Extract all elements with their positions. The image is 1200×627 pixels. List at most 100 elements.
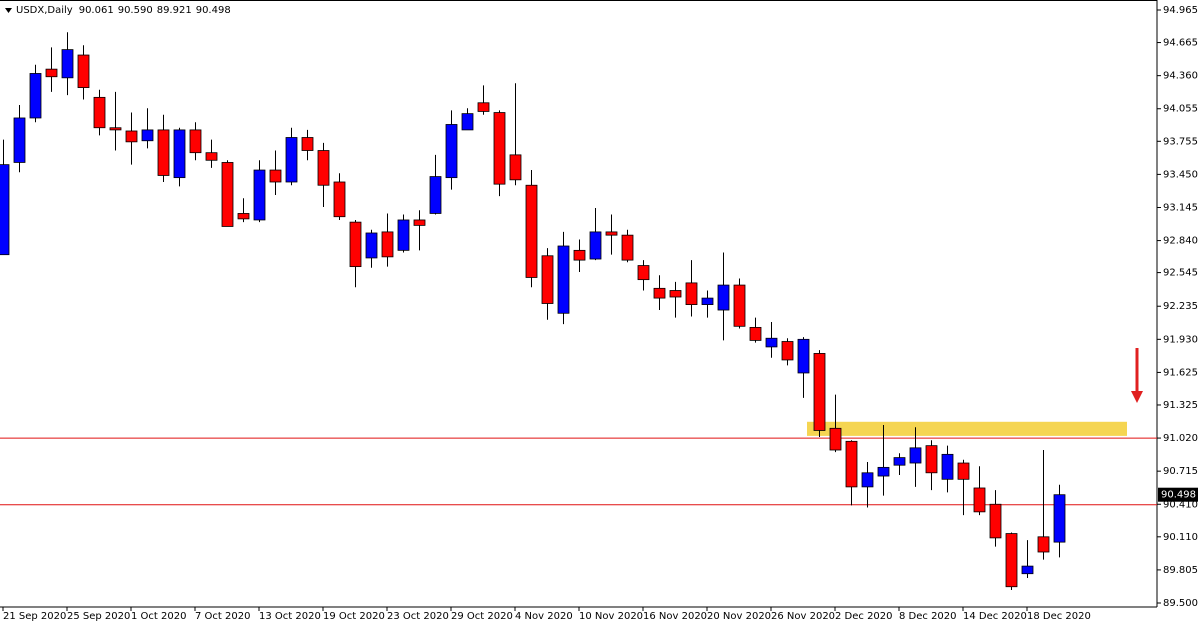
candle-body — [781, 341, 794, 361]
x-tick-label: 26 Nov 2020 — [771, 611, 835, 622]
down-arrow — [1131, 348, 1143, 403]
y-tick-label: 90.110 — [1163, 532, 1198, 543]
x-tick-label: 21 Sep 2020 — [3, 611, 66, 622]
y-tick-label: 94.055 — [1163, 104, 1198, 115]
candle-body — [653, 287, 666, 299]
candle-body — [1037, 536, 1050, 553]
quote-low: 89.921 — [157, 5, 192, 16]
candle-body — [973, 487, 986, 513]
candle-body — [125, 130, 138, 143]
candle-body — [765, 337, 778, 348]
quote-high: 90.590 — [118, 5, 153, 16]
candle-body — [173, 129, 186, 179]
y-tick-label: 89.500 — [1163, 598, 1198, 609]
candle-body — [621, 234, 634, 261]
candle-body — [317, 150, 330, 186]
candle-body — [269, 169, 282, 183]
candle-body — [669, 290, 682, 298]
candle-body — [477, 102, 490, 112]
candle-body — [205, 152, 218, 161]
x-tick-label: 19 Oct 2020 — [323, 611, 385, 622]
candle-body — [333, 181, 346, 218]
x-tick-label: 29 Oct 2020 — [451, 611, 513, 622]
x-tick-label: 13 Oct 2020 — [259, 611, 321, 622]
candle-body — [381, 231, 394, 258]
x-tick-label: 23 Oct 2020 — [387, 611, 449, 622]
y-tick-label: 89.805 — [1163, 565, 1198, 576]
y-tick-label: 92.545 — [1163, 268, 1198, 279]
y-tick-label: 91.930 — [1163, 334, 1198, 345]
candle-body — [365, 232, 378, 259]
arrow-head — [1131, 391, 1143, 403]
candle-body — [221, 162, 234, 227]
y-tick-label: 91.020 — [1163, 433, 1198, 444]
candle-body — [589, 231, 602, 260]
candle-body — [1053, 494, 1066, 543]
candle-body — [141, 129, 154, 142]
candle-body — [701, 297, 714, 306]
candle-body — [429, 176, 442, 214]
candle-body — [941, 453, 954, 480]
candle-body — [909, 447, 922, 464]
candle-body — [557, 245, 570, 314]
candle-body — [493, 112, 506, 185]
candle-body — [749, 326, 762, 341]
x-tick-label: 2 Dec 2020 — [835, 611, 893, 622]
y-tick-label: 94.360 — [1163, 71, 1198, 82]
y-tick-label: 93.145 — [1163, 202, 1198, 213]
candle-body — [573, 249, 586, 261]
candle-body — [813, 353, 826, 431]
candle-body — [45, 68, 58, 78]
x-tick-label: 25 Sep 2020 — [67, 611, 130, 622]
x-tick-label: 1 Oct 2020 — [131, 611, 186, 622]
candle-body — [13, 117, 26, 163]
candle-body — [413, 219, 426, 226]
x-tick-label: 18 Dec 2020 — [1027, 611, 1091, 622]
y-tick-label: 94.665 — [1163, 38, 1198, 49]
candle-body — [717, 284, 730, 311]
candle-body — [157, 129, 170, 176]
x-tick-label: 8 Dec 2020 — [899, 611, 957, 622]
candle-body — [349, 221, 362, 268]
candle-body — [237, 213, 250, 220]
x-tick-label: 16 Nov 2020 — [643, 611, 707, 622]
candle-body — [845, 440, 858, 488]
candle-body — [733, 284, 746, 327]
candle-body — [109, 127, 122, 131]
y-tick-label: 93.755 — [1163, 136, 1198, 147]
y-tick-label: 91.625 — [1163, 367, 1198, 378]
candle-body — [285, 137, 298, 183]
candle-body — [445, 124, 458, 179]
quote-close: 90.498 — [196, 5, 231, 16]
y-tick-label: 90.715 — [1163, 466, 1198, 477]
candle-body — [189, 129, 202, 154]
y-tick-label: 90.410 — [1163, 499, 1198, 510]
candle-body — [957, 462, 970, 480]
x-tick-label: 14 Dec 2020 — [963, 611, 1027, 622]
quote-open: 90.061 — [79, 5, 114, 16]
candle-body — [301, 137, 314, 151]
y-tick-label: 92.235 — [1163, 301, 1198, 312]
candle-body — [397, 219, 410, 251]
candle-body — [77, 54, 90, 88]
header: USDX,Daily 90.061 90.590 89.921 90.498 — [5, 5, 231, 16]
candle-body — [541, 255, 554, 304]
candle-body — [829, 427, 842, 451]
candle-body — [877, 466, 890, 477]
x-tick-label: 7 Oct 2020 — [195, 611, 250, 622]
candle-body — [525, 184, 538, 278]
candle-body — [253, 169, 266, 221]
menu-triangle — [5, 8, 12, 13]
x-tick-label: 10 Nov 2020 — [579, 611, 643, 622]
candle-body — [1005, 533, 1018, 588]
candle-body — [1021, 565, 1034, 575]
price-tag — [1158, 487, 1198, 502]
x-tick-label: 20 Nov 2020 — [707, 611, 771, 622]
resistance-zone — [807, 421, 1127, 436]
candle-body — [989, 503, 1002, 539]
candle-body — [461, 113, 474, 131]
y-tick-label: 92.840 — [1163, 236, 1198, 247]
